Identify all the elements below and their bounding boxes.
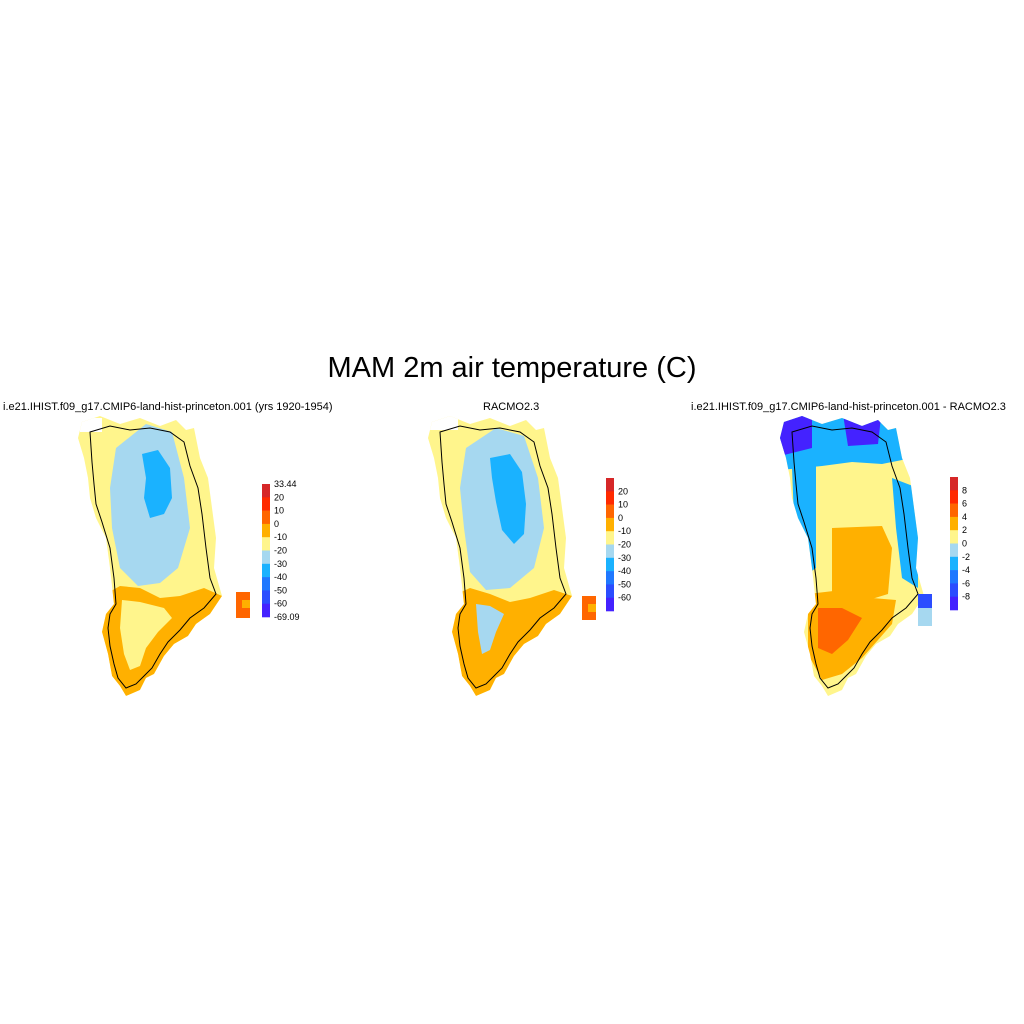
colorbar-tick-label: -8 bbox=[962, 592, 970, 602]
colorbar-tick-label: 6 bbox=[962, 499, 967, 509]
map-panel-difference bbox=[780, 416, 932, 696]
colorbar-tick-label: 4 bbox=[962, 512, 967, 522]
colorbar-segment bbox=[606, 544, 614, 559]
colorbar-tick-label: -30 bbox=[274, 559, 287, 569]
panel-title-model: i.e21.IHIST.f09_g17.CMIP6-land-hist-prin… bbox=[3, 401, 333, 413]
figure-title: MAM 2m air temperature (C) bbox=[327, 352, 697, 384]
colorbar-tick-label: 2 bbox=[962, 525, 967, 535]
colorbar-segment bbox=[950, 503, 958, 518]
colorbar-tick-label: -10 bbox=[618, 526, 631, 536]
iceland-fragment bbox=[582, 596, 596, 620]
panel-title-difference: i.e21.IHIST.f09_g17.CMIP6-land-hist-prin… bbox=[691, 401, 1006, 413]
colorbar-segment bbox=[262, 497, 270, 511]
colorbar-tick-label: -6 bbox=[962, 578, 970, 588]
colorbar-tick-label: 8 bbox=[962, 485, 967, 495]
colorbar-segment bbox=[606, 557, 614, 572]
colorbar-tick-label: -69.09 bbox=[274, 612, 300, 622]
colorbar-segment bbox=[950, 516, 958, 531]
colorbar-tick-label: -50 bbox=[274, 585, 287, 595]
map-panel-racmo bbox=[428, 416, 596, 696]
colorbar-segment bbox=[262, 550, 270, 565]
colorbar-tick-label: 0 bbox=[618, 513, 623, 523]
colorbar-tick-label: 33.44 bbox=[274, 479, 297, 489]
colorbar-tick-label: -20 bbox=[274, 546, 287, 556]
iceland-fragment bbox=[918, 594, 932, 626]
colorbar-segment bbox=[950, 596, 958, 611]
colorbar-segment bbox=[950, 570, 958, 584]
colorbar-segment bbox=[262, 603, 270, 618]
colorbar-segment bbox=[950, 490, 958, 504]
colorbar-segment bbox=[950, 543, 958, 558]
colorbar-segment bbox=[950, 477, 958, 491]
colorbar-segment bbox=[262, 563, 270, 578]
colorbar-tick-label: -60 bbox=[618, 593, 631, 603]
colorbar-tick-label: -4 bbox=[962, 565, 970, 575]
colorbar-segment bbox=[606, 504, 614, 519]
iceland-fragment bbox=[236, 592, 250, 618]
colorbar-segment bbox=[262, 590, 270, 604]
colorbar-segment bbox=[262, 537, 270, 551]
colorbar-model: 33.44 20 10 0 -10 -20 -30 -40 -50 -60 -69.09 bbox=[262, 479, 300, 622]
colorbar-tick-label: -60 bbox=[274, 599, 287, 609]
colorbar-racmo: 20 10 0 -10 -20 -30 -40 -50 -60 bbox=[606, 478, 631, 612]
colorbar-tick-label: -40 bbox=[618, 566, 631, 576]
colorbar-segment bbox=[606, 597, 614, 612]
colorbar-segment bbox=[606, 517, 614, 532]
colorbar-tick-label: 20 bbox=[274, 492, 284, 502]
colorbar-tick-label: 10 bbox=[274, 506, 284, 516]
colorbar-segment bbox=[950, 583, 958, 597]
colorbar-tick-label: 20 bbox=[618, 486, 628, 496]
colorbar-tick-label: -2 bbox=[962, 552, 970, 562]
colorbar-tick-label: 0 bbox=[274, 519, 279, 529]
colorbar-tick-label: 0 bbox=[962, 539, 967, 549]
colorbar-segment bbox=[262, 484, 270, 498]
colorbar-segment bbox=[606, 571, 614, 585]
colorbar-tick-label: -10 bbox=[274, 532, 287, 542]
colorbar-difference: 8 6 4 2 0 -2 -4 -6 -8 bbox=[950, 477, 970, 611]
colorbar-segment bbox=[262, 510, 270, 525]
colorbar-tick-label: 10 bbox=[618, 500, 628, 510]
map-panel-model bbox=[78, 416, 250, 696]
colorbar-segment bbox=[262, 523, 270, 538]
colorbar-segment bbox=[606, 478, 614, 492]
colorbar-tick-label: -40 bbox=[274, 572, 287, 582]
colorbar-tick-label: -30 bbox=[618, 553, 631, 563]
colorbar-segment bbox=[606, 584, 614, 598]
colorbar-segment bbox=[262, 577, 270, 591]
colorbar-segment bbox=[950, 530, 958, 544]
colorbar-tick-label: -20 bbox=[618, 540, 631, 550]
panel-title-racmo: RACMO2.3 bbox=[483, 401, 540, 413]
colorbar-tick-label: -50 bbox=[618, 579, 631, 589]
colorbar-segment bbox=[606, 491, 614, 505]
colorbar-segment bbox=[950, 556, 958, 571]
colorbar-segment bbox=[606, 531, 614, 545]
